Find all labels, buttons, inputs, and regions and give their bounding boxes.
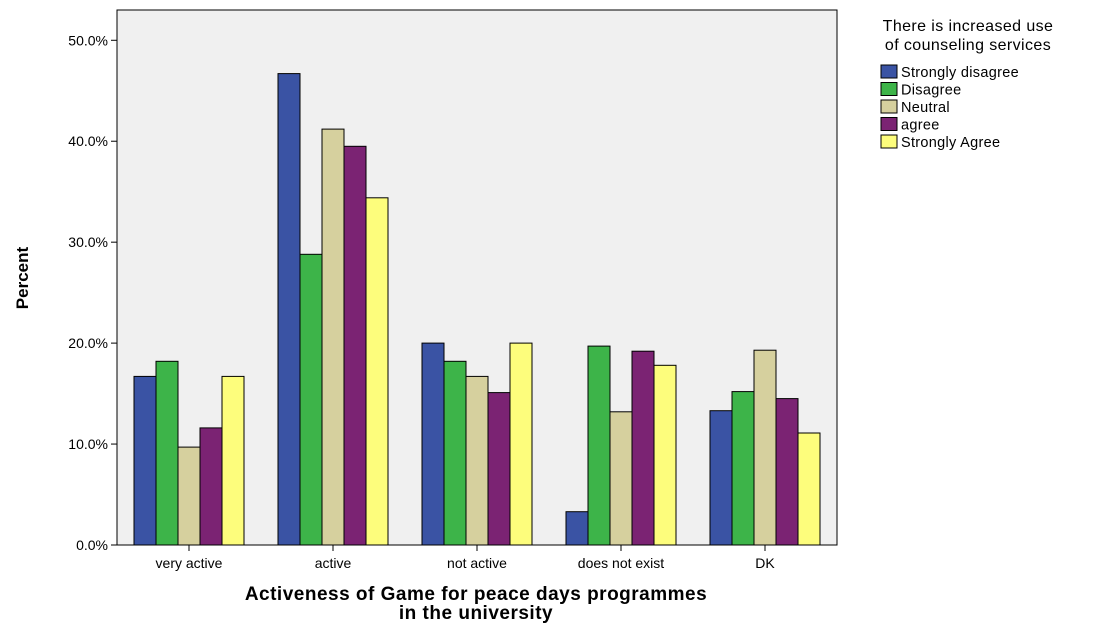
x-tick-label-does-not-exist: does not exist [578,555,664,571]
bar-very-active-neutral [177,446,201,546]
legend-label-agree: agree [901,118,940,134]
bar-does-not-exist-neutral [609,411,633,546]
bar-dk-disagree [731,391,755,546]
x-tick-label-not-active: not active [447,555,507,571]
bar-not-active-agree [487,392,511,546]
bar-active-strongly-agree [365,197,389,546]
legend-swatch-agree [880,117,898,131]
x-axis: very active active not active does not exis… [156,545,775,571]
bar-very-active-agree [199,427,223,546]
bar-does-not-exist-strongly-agree [653,364,677,546]
y-tick-label: 40.0% [68,133,108,149]
bar-dk-strongly-disagree [709,410,733,546]
bar-active-strongly-disagree [277,73,301,546]
x-tick-label-very-active: very active [156,555,223,571]
bar-not-active-strongly-agree [509,342,533,546]
legend-label-strongly-disagree: Strongly disagree [901,65,1019,81]
bars-group [133,73,821,546]
bar-not-active-neutral [465,375,489,546]
x-axis-label-line-1: Activeness of Game for peace days progra… [245,584,707,605]
x-tick-label-active: active [315,555,352,571]
legend-swatch-strongly-disagree [880,64,898,79]
y-tick-label: 10.0% [68,436,108,452]
y-tick-label: 50.0% [68,32,108,48]
legend-title-line-2: of counseling services [885,37,1051,54]
bar-very-active-strongly-disagree [133,375,157,546]
bar-active-agree [343,145,367,546]
y-tick-label: 0.0% [76,537,108,553]
y-axis-label: Percent [13,246,32,309]
legend-swatch-neutral [880,99,898,114]
legend-swatch-disagree [880,82,898,96]
bar-active-disagree [299,253,323,546]
x-axis-label-line-2: in the university [399,603,553,624]
x-tick-label-dk: DK [755,555,775,571]
legend-label-disagree: Disagree [901,83,961,99]
legend-title-line-1: There is increased use [883,18,1054,35]
bar-does-not-exist-agree [631,350,655,546]
bar-dk-neutral [753,349,777,546]
bar-does-not-exist-strongly-disagree [565,511,589,546]
legend: There is increased use of counseling ser… [880,18,1054,151]
bar-active-neutral [321,128,345,546]
bar-very-active-disagree [155,360,179,546]
bar-not-active-disagree [443,360,467,546]
legend-label-neutral: Neutral [901,100,950,116]
bar-dk-agree [775,398,799,546]
legend-label-strongly-agree: Strongly Agree [901,135,1000,151]
y-tick-label: 20.0% [68,335,108,351]
bar-does-not-exist-disagree [587,345,611,546]
y-tick-label: 30.0% [68,234,108,250]
bar-very-active-strongly-agree [221,375,245,546]
legend-swatch-strongly-agree [880,134,898,149]
bar-not-active-strongly-disagree [421,342,445,546]
y-axis: 0.0% 10.0% 20.0% 30.0% 40.0% 50.0% [68,32,117,553]
bar-dk-strongly-agree [797,432,821,546]
